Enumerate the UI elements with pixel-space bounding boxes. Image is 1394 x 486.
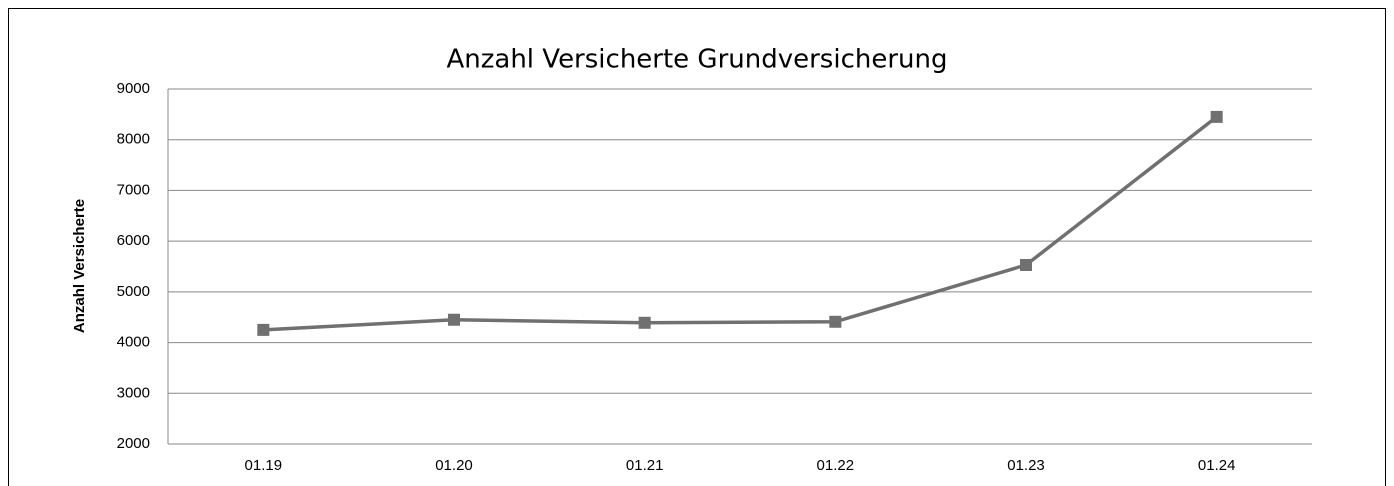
x-tick-label: 01.21 — [626, 457, 664, 474]
data-point — [1020, 258, 1032, 271]
y-tick-label: 2000 — [117, 435, 150, 452]
x-tick-label: 01.24 — [1198, 457, 1236, 474]
y-axis-label: Anzahl Versicherte — [71, 199, 88, 333]
x-tick-label: 01.22 — [817, 457, 855, 474]
y-tick-label: 4000 — [117, 334, 150, 351]
data-point — [257, 323, 270, 336]
data-point — [1210, 110, 1223, 123]
y-tick-label: 5000 — [117, 283, 150, 300]
y-tick-label: 8000 — [117, 131, 150, 148]
y-tick-label: 9000 — [117, 80, 150, 97]
chart-title: Anzahl Versicherte Grundversicherung — [446, 45, 947, 75]
y-tick-label: 7000 — [117, 181, 150, 198]
data-point — [448, 313, 460, 326]
chart-frame — [8, 8, 1386, 486]
data-point — [638, 316, 651, 329]
data-line — [263, 115, 1218, 332]
y-tick-label: 3000 — [117, 384, 150, 401]
x-tick-label: 01.23 — [1007, 457, 1045, 474]
y-tick-label: 6000 — [117, 232, 150, 249]
x-tick-label: 01.19 — [245, 457, 283, 474]
x-tick-label: 01.20 — [435, 457, 473, 474]
data-point — [829, 315, 842, 328]
